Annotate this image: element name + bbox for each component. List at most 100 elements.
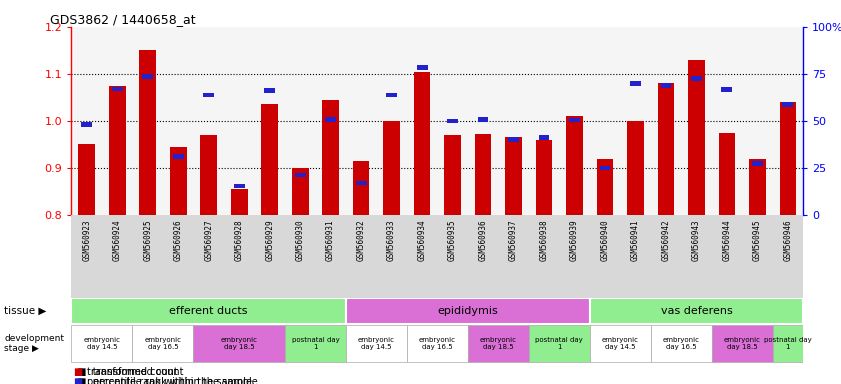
Bar (294, 173, 305, 177)
Text: GSM560927: GSM560927 (204, 219, 213, 261)
Bar (416, 65, 427, 70)
Bar (444, 135, 461, 215)
Bar (346, 298, 590, 324)
Bar (660, 83, 671, 88)
Bar (200, 135, 217, 215)
Bar (356, 181, 367, 185)
Bar (782, 102, 793, 107)
Text: embryonic
day 14.5: embryonic day 14.5 (83, 337, 120, 350)
Bar (658, 83, 674, 215)
Bar (651, 325, 711, 362)
Text: GSM560925: GSM560925 (143, 219, 152, 261)
Bar (325, 117, 336, 122)
Text: postnatal day
1: postnatal day 1 (292, 337, 339, 350)
Text: embryonic
day 16.5: embryonic day 16.5 (145, 337, 182, 350)
Text: embryonic
day 16.5: embryonic day 16.5 (419, 337, 456, 350)
Text: embryonic
day 18.5: embryonic day 18.5 (724, 337, 760, 350)
Bar (78, 144, 95, 215)
Text: GSM560932: GSM560932 (357, 219, 366, 261)
Text: ■  transformed count: ■ transformed count (71, 367, 184, 377)
Text: GSM560936: GSM560936 (479, 219, 488, 261)
Bar (112, 87, 123, 91)
Bar (322, 100, 339, 215)
Text: ■  percentile rank within the sample: ■ percentile rank within the sample (71, 377, 258, 384)
Text: development
stage ▶: development stage ▶ (4, 334, 64, 353)
Bar (140, 50, 156, 215)
Bar (108, 86, 125, 215)
Bar (170, 147, 187, 215)
Bar (749, 159, 766, 215)
Bar (538, 135, 549, 140)
Text: transformed count: transformed count (87, 367, 177, 377)
Bar (780, 102, 796, 215)
Bar (718, 133, 735, 215)
Bar (752, 161, 763, 166)
Bar (590, 325, 651, 362)
Text: GSM560938: GSM560938 (540, 219, 548, 261)
Text: GSM560930: GSM560930 (296, 219, 304, 261)
Bar (596, 159, 613, 215)
Bar (132, 325, 193, 362)
Bar (346, 325, 407, 362)
Bar (386, 93, 397, 98)
Bar (447, 119, 458, 123)
Bar (478, 117, 489, 122)
Bar (569, 118, 580, 122)
Text: GSM560939: GSM560939 (570, 219, 579, 261)
Text: ■: ■ (73, 367, 82, 377)
Text: GSM560924: GSM560924 (113, 219, 122, 261)
Bar (627, 121, 644, 215)
Bar (711, 325, 773, 362)
Bar (508, 137, 519, 142)
Bar (230, 189, 247, 215)
Text: embryonic
day 16.5: embryonic day 16.5 (663, 337, 700, 350)
Bar (407, 325, 468, 362)
Text: vas deferens: vas deferens (660, 306, 733, 316)
Text: GSM560945: GSM560945 (753, 219, 762, 261)
Bar (352, 161, 369, 215)
Text: GSM560944: GSM560944 (722, 219, 732, 261)
Bar (600, 166, 611, 170)
Text: postnatal day
1: postnatal day 1 (764, 337, 812, 350)
Text: GSM560946: GSM560946 (784, 219, 792, 261)
Text: GSM560928: GSM560928 (235, 219, 244, 261)
Bar (414, 71, 431, 215)
Bar (264, 88, 275, 93)
Bar (71, 298, 346, 324)
Bar (688, 60, 705, 215)
Text: GSM560940: GSM560940 (600, 219, 610, 261)
Bar (285, 325, 346, 362)
Text: GSM560941: GSM560941 (631, 219, 640, 261)
Bar (234, 184, 245, 188)
Text: GSM560926: GSM560926 (174, 219, 182, 261)
Bar (204, 93, 214, 98)
Text: embryonic
day 18.5: embryonic day 18.5 (480, 337, 516, 350)
Bar (292, 168, 309, 215)
Bar (566, 116, 583, 215)
Bar (529, 325, 590, 362)
Text: percentile rank within the sample: percentile rank within the sample (87, 377, 251, 384)
Text: tissue ▶: tissue ▶ (4, 306, 46, 316)
Text: GSM560943: GSM560943 (692, 219, 701, 261)
Bar (468, 325, 529, 362)
Text: embryonic
day 14.5: embryonic day 14.5 (358, 337, 394, 350)
Bar (172, 154, 183, 159)
Text: GSM560923: GSM560923 (82, 219, 91, 261)
Text: GSM560935: GSM560935 (448, 219, 457, 261)
Text: GSM560933: GSM560933 (387, 219, 396, 261)
Bar (505, 137, 522, 215)
Text: GSM560937: GSM560937 (509, 219, 518, 261)
Text: GSM560934: GSM560934 (418, 219, 426, 261)
Bar (383, 121, 400, 215)
Text: GSM560929: GSM560929 (265, 219, 274, 261)
Text: GDS3862 / 1440658_at: GDS3862 / 1440658_at (50, 13, 196, 26)
Bar (262, 104, 278, 215)
Bar (536, 140, 553, 215)
Bar (691, 76, 702, 81)
Bar (590, 298, 803, 324)
Bar (193, 325, 285, 362)
Bar (142, 74, 153, 79)
Text: epididymis: epididymis (437, 306, 498, 316)
Text: embryonic
day 18.5: embryonic day 18.5 (220, 337, 257, 350)
Bar (630, 81, 641, 86)
